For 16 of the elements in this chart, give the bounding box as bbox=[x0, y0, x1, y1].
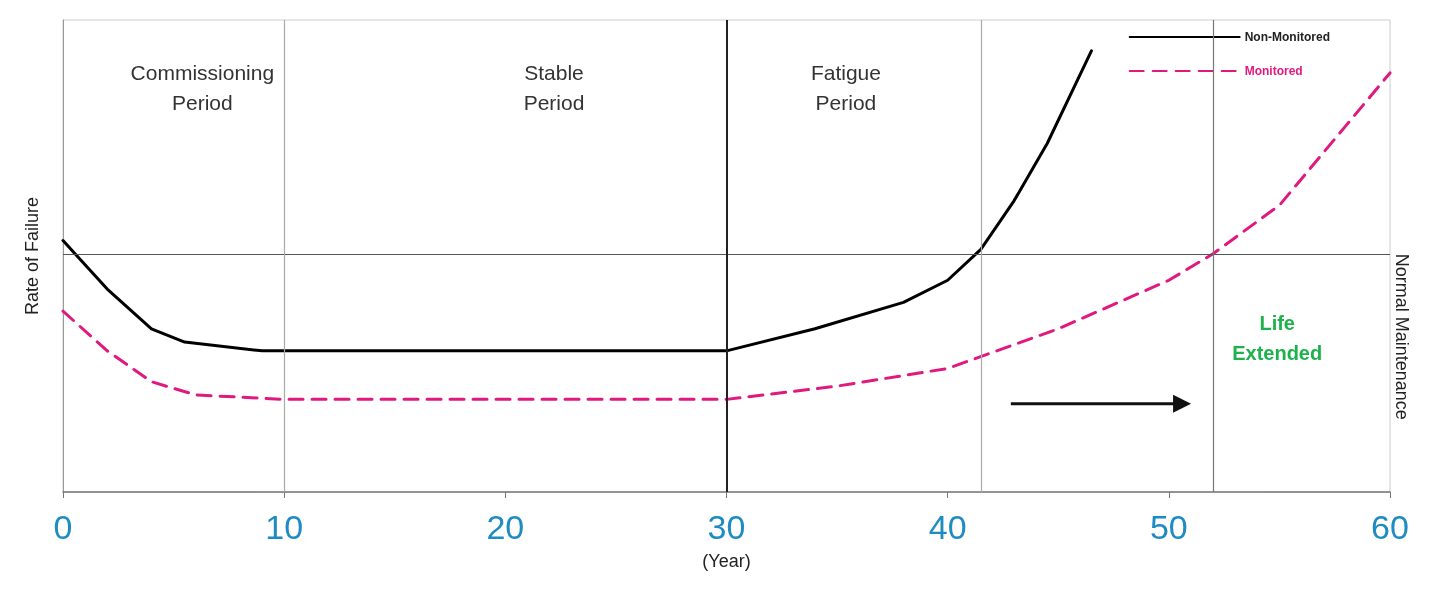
x-tick-label: 50 bbox=[1149, 508, 1188, 546]
x-tick-label: 40 bbox=[928, 508, 967, 546]
text: Monitored bbox=[1244, 64, 1303, 78]
text: Non-Monitored bbox=[1244, 30, 1330, 44]
annotation: Stable Period bbox=[523, 61, 585, 115]
annotation: Fatigue Period bbox=[810, 61, 881, 115]
annotation: Commissioning Period bbox=[130, 61, 275, 115]
x-tick-label: 0 bbox=[53, 508, 73, 546]
x-tick-label: 60 bbox=[1371, 508, 1409, 546]
x-tick-label: 10 bbox=[265, 508, 304, 546]
x-tick-label: 20 bbox=[486, 508, 525, 546]
annotation: Life Extended bbox=[1232, 311, 1323, 364]
x-tick-label: 30 bbox=[707, 508, 746, 546]
y-axis-title: Rate of Failure bbox=[22, 196, 42, 316]
x-axis-title: (Year) bbox=[702, 551, 751, 571]
ref-line-label: Normal Maintenance bbox=[1392, 253, 1412, 420]
